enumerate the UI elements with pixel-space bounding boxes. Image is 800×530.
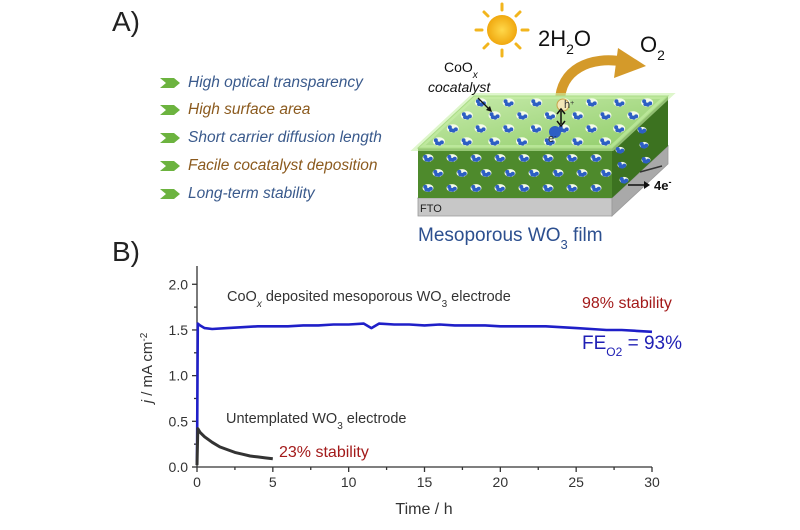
- stability-top: 98% stability: [582, 295, 672, 312]
- property-item: High surface area: [160, 100, 310, 120]
- y-tick-label: 0.5: [169, 413, 189, 429]
- chart-axes: 0 5 10 15 20 25 30 0.0 0.5 1.0 1.5 2.0: [169, 266, 660, 490]
- chevron-arrow-icon: [160, 189, 180, 199]
- chevron-arrow-icon: [160, 161, 180, 171]
- series-line-coox-wo3: [195, 322, 653, 463]
- film-side: [612, 96, 668, 198]
- electron-label: e-: [548, 133, 557, 145]
- stability-bottom: 23% stability: [279, 444, 369, 461]
- reaction-arrowhead-icon: [614, 48, 646, 78]
- electron-icon: [549, 126, 561, 138]
- x-axis-label: Time / h: [395, 501, 452, 518]
- panel-a-label: A): [112, 6, 140, 37]
- x-tick-label: 30: [644, 474, 660, 490]
- property-item: High optical transparency: [160, 73, 363, 93]
- x-tick-label: 10: [341, 474, 357, 490]
- series-line-untemplated-wo3: [195, 427, 273, 466]
- pores-front: [422, 154, 612, 192]
- annotation-bottom: Untemplated WO3 electrode: [226, 411, 406, 432]
- property-text: Short carrier diffusion length: [188, 129, 382, 146]
- stability-chart: 0 5 10 15 20 25 30 0.0 0.5 1.0 1.5 2.0 CoOx deposit…: [139, 266, 682, 518]
- chart-series: [195, 322, 653, 466]
- fto-label: FTO: [420, 203, 442, 215]
- property-text: Long-term stability: [188, 185, 315, 202]
- hole-label: h+: [564, 99, 574, 111]
- wo3-film-illustration: h+ e- CoOx cocatalyst 2H2O O2 4e- FTO Me…: [410, 2, 676, 252]
- chevron-arrow-icon: [160, 133, 180, 143]
- sun-icon: [474, 2, 530, 58]
- y-tick-label: 1.0: [169, 368, 189, 384]
- property-item: Short carrier diffusion length: [160, 128, 382, 148]
- property-item: Facile cocatalyst deposition: [160, 156, 378, 176]
- y-tick-label: 0.0: [169, 459, 189, 475]
- pores-top: [432, 98, 654, 146]
- annotation-top: CoOx deposited mesoporous WO3 electrode: [227, 289, 511, 310]
- fto-front: [417, 197, 613, 217]
- x-tick-label: 5: [269, 474, 277, 490]
- property-text: Facile cocatalyst deposition: [188, 157, 378, 174]
- property-item: Long-term stability: [160, 184, 315, 204]
- x-tick-label: 0: [193, 474, 201, 490]
- reactant-label: 2H2O: [538, 26, 591, 57]
- film-caption: Mesoporous WO3 film: [418, 225, 603, 252]
- chevron-arrow-icon: [160, 105, 180, 115]
- y-tick-label: 2.0: [169, 276, 189, 292]
- chevron-arrow-icon: [160, 78, 180, 88]
- x-tick-label: 20: [493, 474, 509, 490]
- property-text: High optical transparency: [188, 74, 363, 91]
- cocatalyst-label: CoOx: [444, 59, 479, 81]
- product-label: O2: [640, 32, 665, 63]
- x-tick-label: 25: [568, 474, 584, 490]
- y-axis-label: j / mA cm-2: [139, 332, 157, 405]
- faradaic-efficiency: FEO2 = 93%: [582, 333, 682, 359]
- cocatalyst-label-line2: cocatalyst: [428, 79, 491, 95]
- panel-b-label: B): [112, 236, 140, 267]
- reaction-arrow-icon: [555, 55, 626, 103]
- electrons-out-label: 4e-: [654, 177, 671, 193]
- y-tick-label: 1.5: [169, 322, 189, 338]
- pores-side: [615, 126, 651, 184]
- property-text: High surface area: [188, 101, 311, 118]
- x-tick-label: 15: [417, 474, 433, 490]
